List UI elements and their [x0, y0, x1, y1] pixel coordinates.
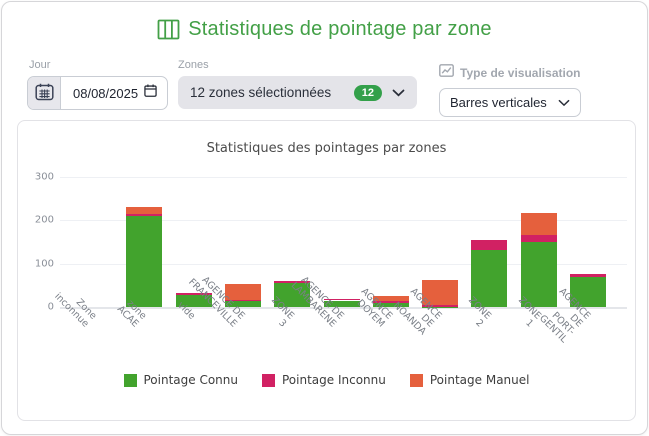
- bar-segment[interactable]: [372, 301, 409, 303]
- page-title: Statistiques de pointage par zone: [188, 18, 492, 40]
- legend-label: Pointage Manuel: [429, 373, 530, 387]
- map-icon: [157, 19, 180, 40]
- bar-segment[interactable]: [520, 242, 557, 307]
- bar-segment[interactable]: [372, 295, 409, 302]
- bar-segment[interactable]: [274, 283, 311, 307]
- gridline-300: [60, 177, 627, 178]
- bar-segment[interactable]: [274, 280, 311, 284]
- legend-item[interactable]: Pointage Inconnu: [262, 373, 386, 387]
- legend-label: Pointage Inconnu: [282, 373, 386, 387]
- zones-filter-group: Zones 12 zones sélectionnées 12: [178, 59, 417, 109]
- calendar-icon: [34, 83, 54, 104]
- bar-segment[interactable]: [570, 276, 606, 307]
- date-value: 08/08/2025: [73, 85, 139, 101]
- chevron-down-icon: [392, 89, 405, 97]
- y-axis-tick: 200: [34, 214, 54, 226]
- bar-segment[interactable]: [422, 304, 459, 307]
- viz-type-group: Type de visualisation Barres verticales: [439, 64, 581, 117]
- bar-segment[interactable]: [126, 207, 163, 214]
- legend-label: Pointage Connu: [143, 373, 239, 387]
- legend-swatch: [262, 373, 275, 387]
- jour-label: Jour: [29, 59, 51, 71]
- bar-segment[interactable]: [175, 294, 212, 307]
- date-picker-icon[interactable]: [144, 84, 157, 102]
- bar-segment[interactable]: [323, 298, 360, 301]
- date-filter-group: Jour: [27, 59, 168, 110]
- viz-type-select[interactable]: Barres verticales: [439, 88, 581, 117]
- page-header: Statistiques de pointage par zone: [2, 18, 647, 41]
- chart-legend: Pointage Connu Pointage Inconnu Pointage M…: [18, 373, 635, 387]
- legend-swatch: [123, 373, 137, 387]
- gridline-0: [60, 307, 627, 309]
- viz-type-label: Type de visualisation: [460, 66, 581, 80]
- bar-segment[interactable]: [224, 284, 261, 300]
- y-axis-tick: 100: [34, 258, 54, 270]
- bar-segment[interactable]: [126, 213, 163, 216]
- y-axis-tick: 0: [47, 301, 54, 313]
- gridline-200: [60, 220, 627, 222]
- date-control: 08/08/2025: [27, 76, 168, 110]
- viz-type-value: Barres verticales: [450, 95, 547, 110]
- legend-swatch: [409, 373, 423, 387]
- bar-segment[interactable]: [372, 302, 409, 307]
- bar-segment[interactable]: [323, 300, 360, 307]
- bar-segment[interactable]: [471, 239, 508, 251]
- bar-segment[interactable]: [126, 215, 163, 307]
- bar-segment[interactable]: [471, 250, 508, 307]
- chevron-down-icon: [558, 99, 570, 107]
- y-axis-tick: 300: [34, 171, 54, 183]
- bar-segment[interactable]: [570, 273, 606, 277]
- zones-label: Zones: [178, 59, 209, 71]
- zones-selected-text: 12 zones sélectionnées: [190, 85, 332, 100]
- bar-segment[interactable]: [224, 299, 261, 301]
- bar-segment[interactable]: [175, 293, 212, 295]
- date-input[interactable]: 08/08/2025: [61, 77, 167, 109]
- bar-segment[interactable]: [520, 212, 557, 236]
- gridline-100: [60, 263, 627, 265]
- bar-segment[interactable]: [520, 235, 557, 242]
- x-axis-label: AGENCE DOYEM: [355, 286, 395, 330]
- chart-title: Statistiques des pointages par zones: [206, 141, 447, 156]
- chart-card: Statistiques des pointages par zones 0 10…: [17, 120, 636, 421]
- calendar-button[interactable]: [28, 77, 61, 109]
- zones-select[interactable]: 12 zones sélectionnées 12: [178, 76, 417, 109]
- legend-item[interactable]: Pointage Manuel: [409, 373, 530, 387]
- legend-item[interactable]: Pointage Connu: [123, 373, 239, 387]
- plot-area: 0 100 200 300 Zone inconnue zone ACAE vide AGEN…: [18, 121, 635, 420]
- zones-count-badge: 12: [353, 84, 382, 101]
- bar-segment[interactable]: [422, 280, 459, 305]
- chart-type-icon: [439, 64, 454, 82]
- bar-segment[interactable]: [224, 300, 261, 307]
